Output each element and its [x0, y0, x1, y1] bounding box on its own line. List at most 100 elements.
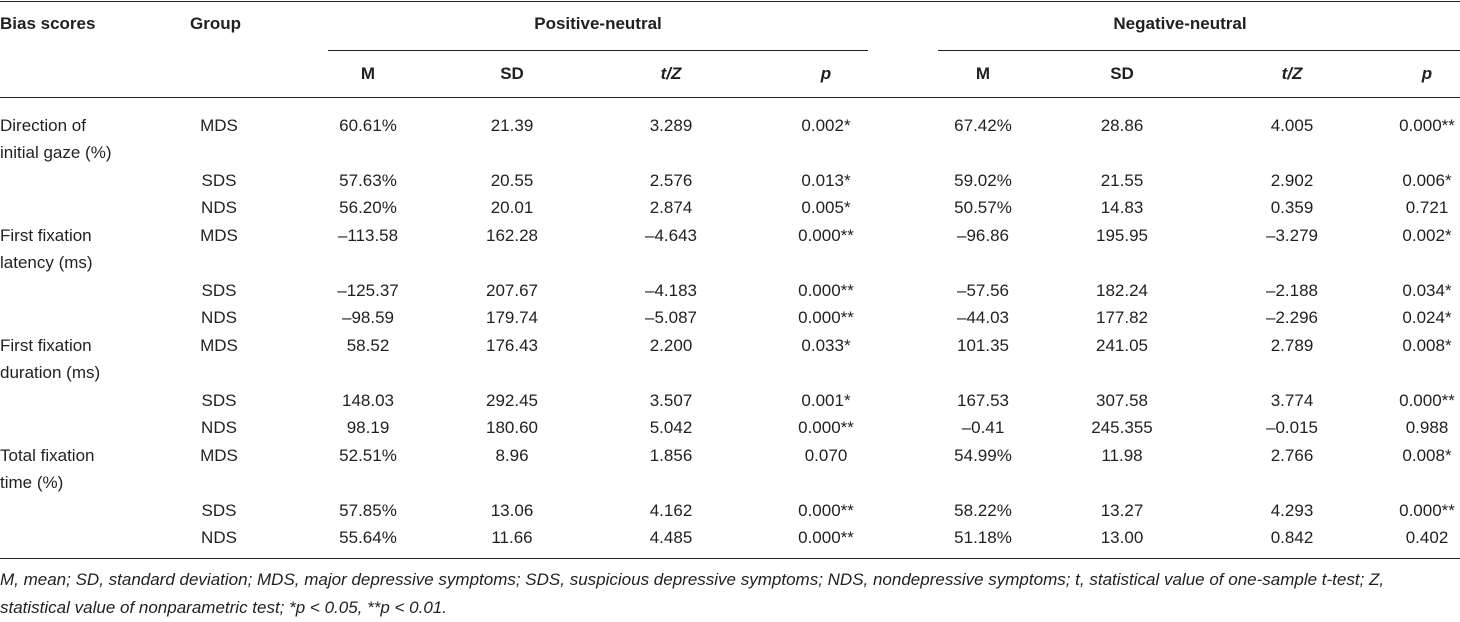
bias-score-label: First fixation — [0, 226, 92, 245]
group-cell: MDS — [200, 226, 238, 245]
positive-neutral-cell: 0.000** — [798, 308, 854, 327]
negative-neutral-cell: 4.005 — [1270, 116, 1314, 135]
positive-neutral-cell: 0.000** — [798, 501, 854, 520]
negative-neutral-cell: –0.41 — [961, 418, 1005, 437]
negative-neutral-cell: 14.83 — [1100, 198, 1144, 217]
positive-neutral-cell: 98.19 — [346, 418, 390, 437]
positive-neutral-cell: 3.289 — [649, 116, 693, 135]
positive-neutral-cell: 0.013* — [801, 171, 851, 190]
positive-neutral-cell: 60.61% — [339, 116, 397, 135]
negative-neutral-cell: 67.42% — [954, 116, 1012, 135]
bias-score-label: duration (ms) — [0, 363, 101, 382]
positive-neutral-cell: 2.874 — [649, 198, 693, 217]
bias-score-label: latency (ms) — [0, 253, 93, 272]
positive-neutral-cell: 2.200 — [649, 336, 693, 355]
positive-neutral-cell: 20.01 — [490, 198, 534, 217]
negative-neutral-cell: 0.008* — [1402, 446, 1452, 465]
negative-neutral-cell: 3.774 — [1270, 391, 1314, 410]
top-rule — [0, 1, 1460, 2]
negative-neutral-cell: 177.82 — [1096, 308, 1148, 327]
negative-neutral-cell: 0.402 — [1405, 528, 1449, 547]
negative-neutral-cell: 11.98 — [1101, 446, 1143, 465]
positive-neutral-cell: 20.55 — [490, 171, 534, 190]
positive-neutral-cell: 0.000** — [798, 418, 854, 437]
table-footnote: M, mean; SD, standard deviation; MDS, ma… — [0, 570, 1385, 617]
positive-neutral-cell: –125.37 — [337, 281, 399, 300]
negative-neutral-cell: 0.008* — [1402, 336, 1452, 355]
bias-score-label: time (%) — [0, 473, 64, 492]
negative-neutral-cell: 21.55 — [1100, 171, 1144, 190]
header-pos-sd: SD — [500, 64, 524, 83]
bias-score-label: First fixation — [0, 336, 92, 355]
group-cell: NDS — [201, 418, 237, 437]
negative-neutral-cell: 0.000** — [1399, 116, 1455, 135]
positive-neutral-cell: 52.51% — [339, 446, 397, 465]
group-cell: NDS — [201, 198, 237, 217]
group-cell: MDS — [200, 336, 238, 355]
positive-neutral-cell: –4.183 — [645, 281, 697, 300]
negative-neutral-cell: –0.015 — [1266, 418, 1318, 437]
positive-neutral-cell: 1.856 — [649, 446, 693, 465]
negative-neutral-cell: 182.24 — [1096, 281, 1148, 300]
negative-neutral-cell: –96.86 — [957, 226, 1009, 245]
header-positive-neutral: Positive-neutral — [534, 14, 662, 33]
negative-neutral-cell: 54.99% — [954, 446, 1012, 465]
group-cell: NDS — [201, 528, 237, 547]
negative-neutral-cell: 195.95 — [1096, 226, 1148, 245]
negative-neutral-underline — [938, 50, 1460, 51]
negative-neutral-cell: 0.721 — [1405, 198, 1449, 217]
positive-neutral-cell: 179.74 — [486, 308, 538, 327]
positive-neutral-cell: 0.070 — [804, 446, 848, 465]
positive-neutral-cell: 0.033* — [801, 336, 851, 355]
positive-neutral-cell: 176.43 — [486, 336, 538, 355]
header-pos-m: M — [360, 64, 376, 83]
header-pos-tz: t/Z — [660, 64, 682, 83]
positive-neutral-cell: 5.042 — [649, 418, 693, 437]
positive-neutral-cell: 55.64% — [339, 528, 397, 547]
positive-neutral-cell: 21.39 — [490, 116, 534, 135]
positive-neutral-cell: 4.485 — [649, 528, 693, 547]
positive-neutral-cell: 8.96 — [495, 446, 529, 465]
positive-neutral-cell: –4.643 — [645, 226, 697, 245]
negative-neutral-cell: 28.86 — [1100, 116, 1144, 135]
positive-neutral-cell: 57.63% — [339, 171, 397, 190]
negative-neutral-cell: 51.18% — [954, 528, 1012, 547]
header-bottom-rule — [0, 97, 1460, 98]
header-neg-sd: SD — [1110, 64, 1134, 83]
positive-neutral-cell: 4.162 — [649, 501, 693, 520]
negative-neutral-cell: –44.03 — [957, 308, 1009, 327]
positive-neutral-cell: 0.000** — [798, 281, 854, 300]
negative-neutral-cell: 2.766 — [1270, 446, 1314, 465]
positive-neutral-cell: 207.67 — [486, 281, 538, 300]
header-pos-p: p — [820, 64, 832, 83]
positive-neutral-cell: 11.66 — [491, 528, 533, 547]
negative-neutral-cell: –57.56 — [957, 281, 1009, 300]
negative-neutral-cell: 0.000** — [1399, 501, 1455, 520]
positive-neutral-cell: 162.28 — [486, 226, 538, 245]
positive-neutral-cell: 180.60 — [486, 418, 538, 437]
negative-neutral-cell: 4.293 — [1270, 501, 1314, 520]
bias-score-label: Total fixation — [0, 446, 95, 465]
positive-neutral-cell: 56.20% — [339, 198, 397, 217]
negative-neutral-cell: 2.789 — [1270, 336, 1314, 355]
negative-neutral-cell: 0.842 — [1270, 528, 1314, 547]
negative-neutral-cell: 2.902 — [1270, 171, 1314, 190]
positive-neutral-cell: 148.03 — [342, 391, 394, 410]
positive-neutral-cell: 0.005* — [801, 198, 851, 217]
positive-neutral-cell: 58.52 — [346, 336, 390, 355]
group-cell: SDS — [201, 281, 237, 300]
header-neg-tz: t/Z — [1281, 64, 1303, 83]
negative-neutral-cell: 241.05 — [1096, 336, 1148, 355]
bias-score-label: initial gaze (%) — [0, 143, 112, 162]
positive-neutral-cell: 3.507 — [649, 391, 693, 410]
negative-neutral-cell: 0.988 — [1405, 418, 1449, 437]
positive-neutral-cell: 292.45 — [486, 391, 538, 410]
negative-neutral-cell: 58.22% — [954, 501, 1012, 520]
positive-neutral-cell: 0.000** — [798, 528, 854, 547]
negative-neutral-cell: 0.034* — [1402, 281, 1452, 300]
positive-neutral-cell: –113.58 — [337, 226, 399, 245]
header-negative-neutral: Negative-neutral — [1113, 14, 1247, 33]
positive-neutral-cell: 0.001* — [801, 391, 851, 410]
group-cell: MDS — [200, 116, 238, 135]
positive-neutral-cell: 0.000** — [798, 226, 854, 245]
